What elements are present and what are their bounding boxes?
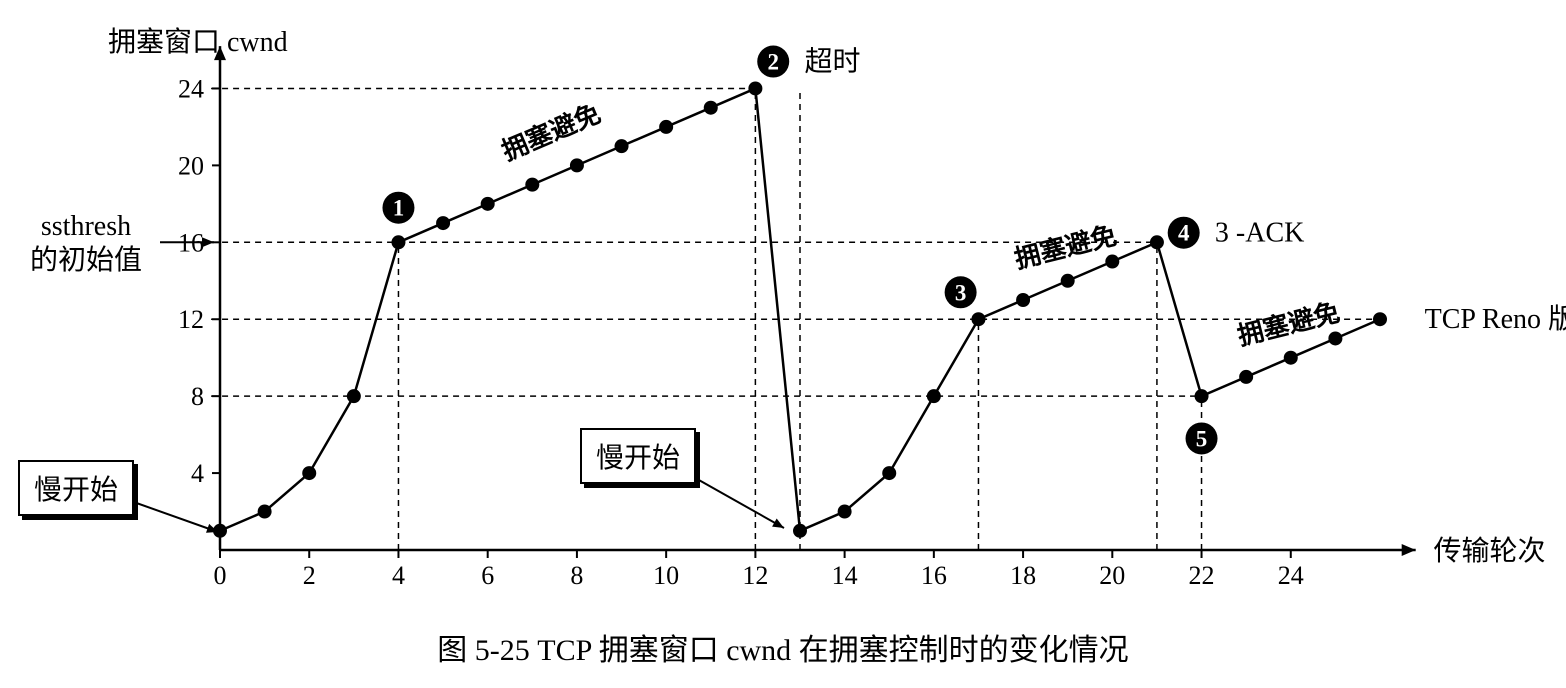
data-marker <box>347 389 361 403</box>
x-axis-arrow <box>1402 544 1416 556</box>
x-tick-label: 24 <box>1278 561 1304 590</box>
data-marker <box>748 81 762 95</box>
x-tick-label: 8 <box>570 561 583 590</box>
data-marker <box>927 389 941 403</box>
data-marker <box>391 235 405 249</box>
data-marker <box>615 139 629 153</box>
data-marker <box>258 505 272 519</box>
line-chart: 024681012141618202224481216202412345超时3 … <box>0 0 1566 688</box>
data-marker <box>570 158 584 172</box>
x-tick-label: 0 <box>214 561 227 590</box>
event-badge-number: 5 <box>1196 426 1208 451</box>
ssthresh-arrowhead <box>202 237 214 247</box>
data-line <box>220 88 1380 530</box>
y-tick-label: 8 <box>191 382 204 411</box>
x-tick-label: 22 <box>1189 561 1215 590</box>
data-marker <box>1328 331 1342 345</box>
data-marker <box>971 312 985 326</box>
x-tick-label: 6 <box>481 561 494 590</box>
slow-start-callout: 慢开始 <box>18 460 134 516</box>
y-tick-label: 20 <box>178 151 204 180</box>
x-tick-label: 20 <box>1099 561 1125 590</box>
event-badge-number: 1 <box>393 196 405 221</box>
data-marker <box>1105 255 1119 269</box>
y-tick-label: 12 <box>178 305 204 334</box>
callout-arrow <box>128 500 218 532</box>
x-tick-label: 12 <box>742 561 768 590</box>
data-marker <box>1373 312 1387 326</box>
phase-label: 拥塞避免 <box>497 98 604 166</box>
data-marker <box>1239 370 1253 384</box>
data-marker <box>704 101 718 115</box>
x-tick-label: 10 <box>653 561 679 590</box>
data-marker <box>1016 293 1030 307</box>
data-marker <box>838 505 852 519</box>
figure-caption: 图 5-25 TCP 拥塞窗口 cwnd 在拥塞控制时的变化情况 <box>437 634 1128 667</box>
data-marker <box>436 216 450 230</box>
slow-start-callout: 慢开始 <box>580 428 696 484</box>
chart-container: 024681012141618202224481216202412345超时3 … <box>0 0 1566 688</box>
data-marker <box>1195 389 1209 403</box>
x-tick-label: 16 <box>921 561 947 590</box>
x-tick-label: 14 <box>832 561 858 590</box>
y-tick-label: 24 <box>178 74 204 103</box>
ssthresh-label-line1: ssthresh <box>41 211 131 242</box>
data-marker <box>1150 235 1164 249</box>
event-badge-number: 3 <box>955 280 967 305</box>
x-axis-title: 传输轮次 <box>1434 535 1546 567</box>
event-badge-number: 2 <box>767 50 779 75</box>
data-marker <box>302 466 316 480</box>
data-marker <box>882 466 896 480</box>
y-tick-label: 4 <box>191 459 204 488</box>
y-axis-title: 拥塞窗口 cwnd <box>108 20 288 60</box>
data-marker <box>1061 274 1075 288</box>
event-label: 超时 <box>804 46 860 78</box>
x-tick-label: 2 <box>303 561 316 590</box>
callout-arrow <box>690 475 784 528</box>
data-marker <box>659 120 673 134</box>
x-tick-label: 4 <box>392 561 405 590</box>
event-label: 3 -ACK <box>1215 218 1304 249</box>
ssthresh-label-line2: 的初始值 <box>30 245 142 276</box>
data-marker <box>793 524 807 538</box>
data-marker <box>481 197 495 211</box>
data-marker <box>1284 351 1298 365</box>
event-badge-number: 4 <box>1178 221 1190 246</box>
data-marker <box>525 178 539 192</box>
tcp-reno-label: TCP Reno 版本 <box>1425 303 1566 335</box>
ssthresh-label: ssthresh 的初始值 <box>30 210 142 277</box>
x-tick-label: 18 <box>1010 561 1036 590</box>
